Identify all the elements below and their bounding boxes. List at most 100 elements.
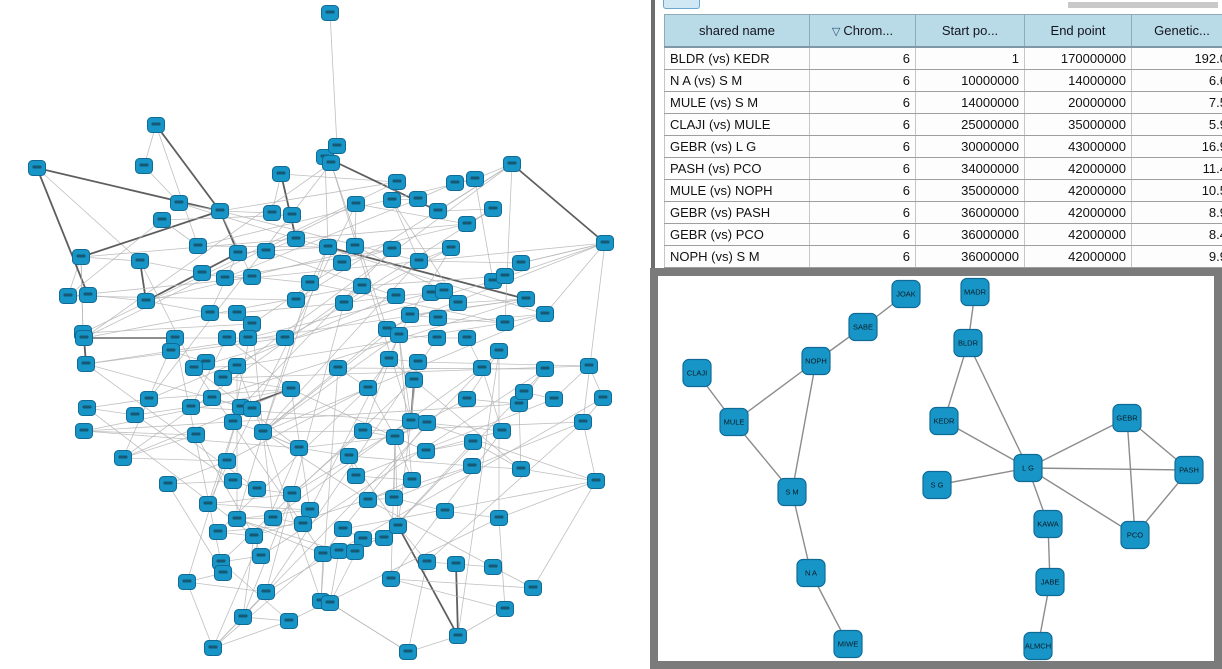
network-node[interactable] bbox=[405, 372, 423, 388]
network-node[interactable] bbox=[280, 613, 298, 629]
network-node[interactable] bbox=[204, 640, 222, 656]
network-node[interactable] bbox=[515, 384, 533, 400]
network-node-sabe[interactable]: SABE bbox=[848, 312, 878, 342]
network-node[interactable] bbox=[283, 207, 301, 223]
network-node[interactable] bbox=[218, 453, 236, 469]
network-node[interactable] bbox=[410, 253, 428, 269]
network-node[interactable] bbox=[490, 343, 508, 359]
sub-network-view[interactable]: JOAK MADR SABE BLDR NOPH CLAJI MULE KEDR GEBR L G… bbox=[658, 276, 1214, 661]
network-node[interactable] bbox=[257, 584, 275, 600]
network-node[interactable] bbox=[418, 415, 436, 431]
network-node[interactable] bbox=[389, 518, 407, 534]
network-node[interactable] bbox=[435, 283, 453, 299]
node-shape[interactable] bbox=[922, 470, 952, 500]
node-shape[interactable] bbox=[1174, 455, 1204, 485]
network-node-noph[interactable]: NOPH bbox=[801, 346, 831, 376]
node-shape[interactable] bbox=[1112, 403, 1142, 433]
network-node[interactable] bbox=[458, 391, 476, 407]
network-node[interactable] bbox=[243, 316, 261, 332]
network-node-almch[interactable]: ALMCH bbox=[1023, 631, 1053, 661]
network-node[interactable] bbox=[245, 528, 263, 544]
network-node[interactable] bbox=[596, 235, 614, 251]
network-node[interactable] bbox=[503, 156, 521, 172]
network-node[interactable] bbox=[429, 203, 447, 219]
network-node[interactable] bbox=[536, 361, 554, 377]
network-node[interactable] bbox=[458, 216, 476, 232]
network-node[interactable] bbox=[282, 381, 300, 397]
network-node[interactable] bbox=[252, 548, 270, 564]
network-node-gebr[interactable]: GEBR bbox=[1112, 403, 1142, 433]
network-node[interactable] bbox=[346, 544, 364, 560]
network-node[interactable] bbox=[229, 245, 247, 261]
network-node[interactable] bbox=[545, 391, 563, 407]
network-node[interactable] bbox=[162, 343, 180, 359]
network-node[interactable] bbox=[283, 486, 301, 502]
network-node[interactable] bbox=[446, 175, 464, 191]
network-node[interactable] bbox=[214, 565, 232, 581]
network-node[interactable] bbox=[78, 400, 96, 416]
network-node[interactable] bbox=[587, 473, 605, 489]
network-node[interactable] bbox=[321, 595, 339, 611]
network-node[interactable] bbox=[383, 192, 401, 208]
network-node[interactable] bbox=[209, 524, 227, 540]
network-node[interactable] bbox=[170, 195, 188, 211]
network-node[interactable] bbox=[159, 476, 177, 492]
network-node[interactable] bbox=[189, 238, 207, 254]
network-node-jabe[interactable]: JABE bbox=[1035, 567, 1065, 597]
node-shape[interactable] bbox=[777, 477, 807, 507]
network-node-mule[interactable]: MULE bbox=[719, 407, 749, 437]
network-node[interactable] bbox=[386, 429, 404, 445]
network-node[interactable] bbox=[135, 158, 153, 174]
network-node[interactable] bbox=[385, 490, 403, 506]
network-node[interactable] bbox=[59, 288, 77, 304]
network-node[interactable] bbox=[580, 358, 598, 374]
network-node[interactable] bbox=[234, 609, 252, 625]
network-node[interactable] bbox=[114, 450, 132, 466]
network-node-s-g[interactable]: S G bbox=[922, 470, 952, 500]
network-node[interactable] bbox=[264, 510, 282, 526]
network-node[interactable] bbox=[254, 424, 272, 440]
node-shape[interactable] bbox=[796, 558, 826, 588]
node-shape[interactable] bbox=[833, 629, 863, 659]
network-node[interactable] bbox=[153, 212, 171, 228]
network-node[interactable] bbox=[187, 427, 205, 443]
network-node-kawa[interactable]: KAWA bbox=[1033, 509, 1063, 539]
horizontal-scrollbar-fragment[interactable] bbox=[1068, 2, 1218, 8]
network-node[interactable] bbox=[228, 358, 246, 374]
network-node[interactable] bbox=[28, 160, 46, 176]
network-node[interactable] bbox=[228, 511, 246, 527]
network-node[interactable] bbox=[496, 315, 514, 331]
network-node[interactable] bbox=[185, 360, 203, 376]
column-header-1[interactable]: shared name bbox=[664, 14, 810, 48]
network-node[interactable] bbox=[147, 117, 165, 133]
network-node[interactable] bbox=[126, 407, 144, 423]
network-node[interactable] bbox=[199, 496, 217, 512]
network-node[interactable] bbox=[380, 351, 398, 367]
network-node[interactable] bbox=[137, 293, 155, 309]
network-node[interactable] bbox=[524, 580, 542, 596]
node-shape[interactable] bbox=[682, 358, 712, 388]
network-node-s-m[interactable]: S M bbox=[777, 477, 807, 507]
network-node[interactable] bbox=[72, 249, 90, 265]
node-shape[interactable] bbox=[801, 346, 831, 376]
network-node[interactable] bbox=[353, 278, 371, 294]
network-node[interactable] bbox=[328, 138, 346, 154]
node-shape[interactable] bbox=[1120, 520, 1150, 550]
network-node[interactable] bbox=[257, 243, 275, 259]
network-node[interactable] bbox=[517, 291, 535, 307]
network-node[interactable] bbox=[224, 414, 242, 430]
network-node[interactable] bbox=[178, 574, 196, 590]
node-shape[interactable] bbox=[1035, 567, 1065, 597]
network-node-l-g[interactable]: L G bbox=[1013, 453, 1043, 483]
network-node[interactable] bbox=[333, 255, 351, 271]
main-network-view[interactable] bbox=[0, 0, 650, 669]
network-node[interactable] bbox=[287, 292, 305, 308]
node-shape[interactable] bbox=[1023, 631, 1053, 661]
network-node[interactable] bbox=[403, 472, 421, 488]
